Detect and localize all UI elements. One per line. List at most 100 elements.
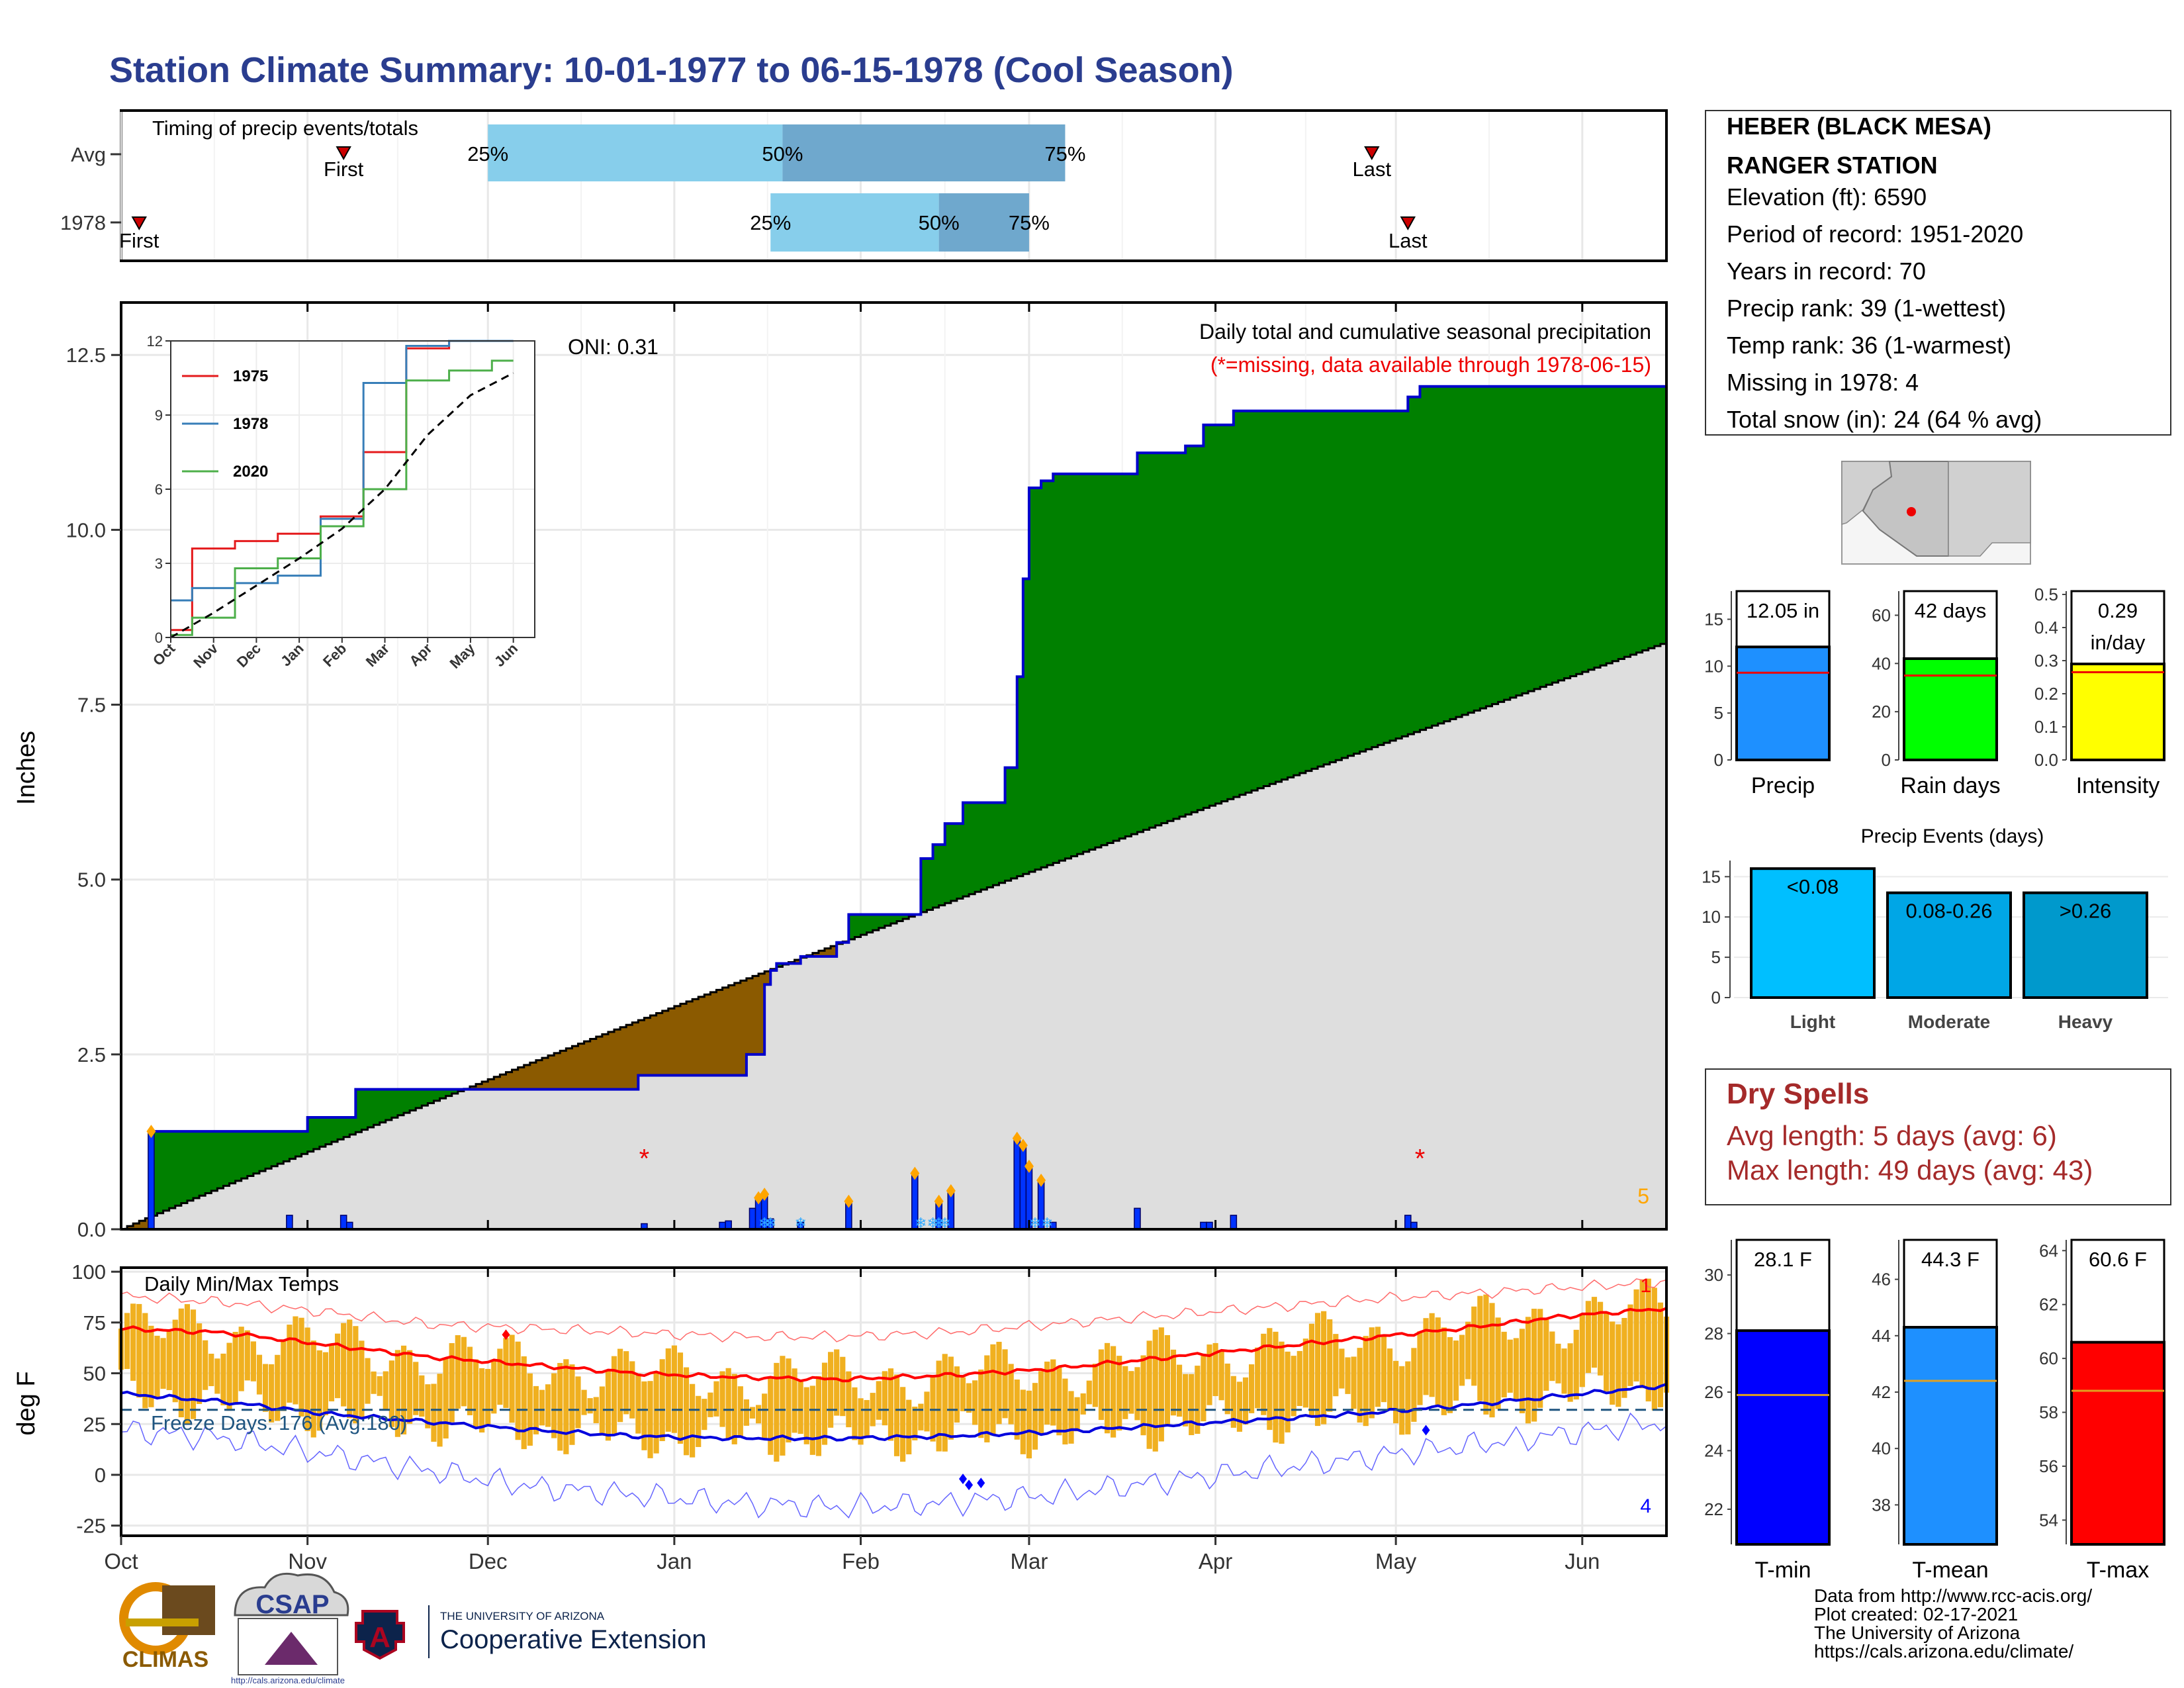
rain-days-stat-tick-label: 0 <box>1882 750 1891 770</box>
tmin-stat-label: T-min <box>1755 1558 1811 1583</box>
events-tick-label: 5 <box>1711 947 1721 967</box>
daily-temp-bar <box>1080 1393 1086 1415</box>
tmax-stat-bar <box>2070 1340 2165 1546</box>
inset-legend: 1975 1978 2020 <box>182 367 268 481</box>
daily-temp-bar <box>1345 1357 1351 1394</box>
daily-temp-bar <box>1026 1390 1032 1459</box>
avg-50-label: 50% <box>762 142 803 165</box>
month-label: Feb <box>842 1549 880 1573</box>
daily-temp-bar <box>1405 1361 1411 1434</box>
timing-panel-title: Timing of precip events/totals <box>152 117 418 140</box>
footer: CLIMAS CSAP http://cals.arizona.edu/clim… <box>119 1572 2092 1685</box>
daily-temp-bar <box>906 1399 912 1455</box>
temp-y-tick-label: -25 <box>76 1515 106 1538</box>
daily-temp-bar <box>1279 1341 1285 1444</box>
temp-stat-bars: 22 24 26 28 30 28.1 F T-min 38 40 42 44 46 44.3 F T-m… <box>1704 1239 2165 1583</box>
daily-temp-bar <box>160 1338 166 1389</box>
daily-temp-bar <box>328 1345 335 1401</box>
daily-temp-bar <box>1164 1335 1170 1426</box>
daily-temp-bar <box>1201 1353 1206 1422</box>
heavy-event-marker <box>946 1184 956 1197</box>
daily-temp-bar <box>557 1362 563 1451</box>
precip-y-tick-label: 0.0 <box>77 1218 106 1241</box>
daily-temp-bar <box>353 1326 359 1424</box>
intensity-stat-tick-label: 0.1 <box>2034 717 2058 737</box>
daily-precip-bar <box>286 1215 293 1230</box>
tmin-stat-bar <box>1735 1329 1831 1546</box>
daily-temp-bar <box>1351 1356 1357 1409</box>
heavy-event-marker <box>760 1188 770 1201</box>
csap-mountain <box>265 1632 318 1665</box>
daily-temp-bar <box>244 1330 250 1381</box>
daily-temp-bar <box>828 1352 834 1428</box>
heavy-event-marker <box>934 1194 944 1208</box>
daily-temp-bar <box>1459 1335 1465 1386</box>
missing-day-marker: * <box>1415 1144 1426 1173</box>
tmean-stat-tick-label: 42 <box>1872 1382 1891 1402</box>
year-quartile-1-box <box>770 193 939 252</box>
daily-temp-bar <box>545 1384 551 1427</box>
daily-temp-bar <box>912 1406 918 1440</box>
year-last-marker <box>1400 216 1416 231</box>
avg-last-label: Last <box>1353 158 1392 181</box>
daily-temp-bar <box>1050 1359 1056 1426</box>
daily-temp-bar <box>1183 1374 1189 1427</box>
footer-line-1: Data from http://www.rcc-acis.org/ <box>1814 1585 2092 1606</box>
daily-temp-bar <box>1116 1356 1122 1431</box>
daily-temp-bar <box>882 1371 887 1426</box>
daily-temp-bar <box>1423 1318 1429 1395</box>
daily-temp-bar <box>786 1358 792 1443</box>
daily-temp-bar <box>1002 1349 1008 1419</box>
daily-temp-bar <box>388 1360 394 1427</box>
ua-small-text: THE UNIVERSITY OF ARIZONA <box>440 1610 605 1622</box>
daily-temp-bar <box>978 1369 984 1438</box>
precip-y-tick-label: 2.5 <box>77 1043 106 1066</box>
heavy-event-marker <box>910 1166 920 1180</box>
daily-temp-bar <box>1375 1327 1381 1407</box>
year-quartile-2-box <box>938 193 1029 252</box>
daily-temp-bar <box>803 1387 809 1444</box>
temp-y-tick-label: 25 <box>83 1413 106 1436</box>
daily-temp-bar <box>130 1303 136 1381</box>
daily-precip-bar <box>1134 1207 1141 1230</box>
precip-subtitle: Daily total and cumulative seasonal prec… <box>1199 320 1651 344</box>
month-label: Jun <box>1565 1549 1600 1573</box>
rain-days-stat-bar <box>1903 657 1998 761</box>
temp-y-tick-label: 100 <box>71 1260 106 1284</box>
record-high-count: 1 <box>1640 1275 1651 1297</box>
temp-ylabel: deg F <box>13 1371 40 1435</box>
daily-temp-bar <box>238 1327 244 1391</box>
daily-temp-bar <box>383 1371 388 1410</box>
daily-temp-bar <box>1369 1327 1375 1419</box>
year-25-label: 25% <box>750 211 791 234</box>
daily-temp-bar <box>419 1375 425 1417</box>
daily-temp-bar <box>719 1371 725 1427</box>
events-tick-label: 0 <box>1711 988 1721 1008</box>
avg-cumulative-line <box>121 641 1668 1231</box>
daily-temp-bar <box>563 1359 569 1454</box>
events-bar-moderate <box>1886 891 2012 1000</box>
daily-temp-bar <box>984 1355 990 1442</box>
daily-temp-bar <box>1128 1371 1134 1414</box>
tmean-stat-tick-label: 44 <box>1872 1326 1891 1346</box>
daily-temp-bar <box>1189 1374 1195 1436</box>
csap-logo: CSAP http://cals.arizona.edu/climate <box>231 1572 349 1685</box>
daily-temp-bar <box>1261 1333 1267 1415</box>
daily-temp-bar <box>203 1340 208 1390</box>
daily-temp-bar <box>142 1313 148 1409</box>
daily-temp-bar <box>1483 1294 1489 1415</box>
daily-temp-bar <box>1098 1349 1105 1421</box>
daily-temp-bar <box>1146 1340 1152 1449</box>
daily-temp-bar <box>400 1345 407 1434</box>
daily-temp-bar <box>1531 1309 1537 1422</box>
events-tick-label: 15 <box>1702 867 1721 886</box>
daily-temp-bar <box>509 1335 515 1423</box>
daily-temp-bar <box>443 1358 449 1439</box>
rain-days-stat-tick-label: 20 <box>1872 702 1891 722</box>
avg-first-marker <box>336 146 351 161</box>
daily-temp-bar <box>1597 1301 1604 1376</box>
daily-temp-bar <box>1230 1376 1236 1428</box>
daily-temp-bar <box>942 1354 948 1452</box>
daily-temp-bar <box>1610 1321 1615 1405</box>
precip-y-tick-label: 12.5 <box>66 344 106 367</box>
